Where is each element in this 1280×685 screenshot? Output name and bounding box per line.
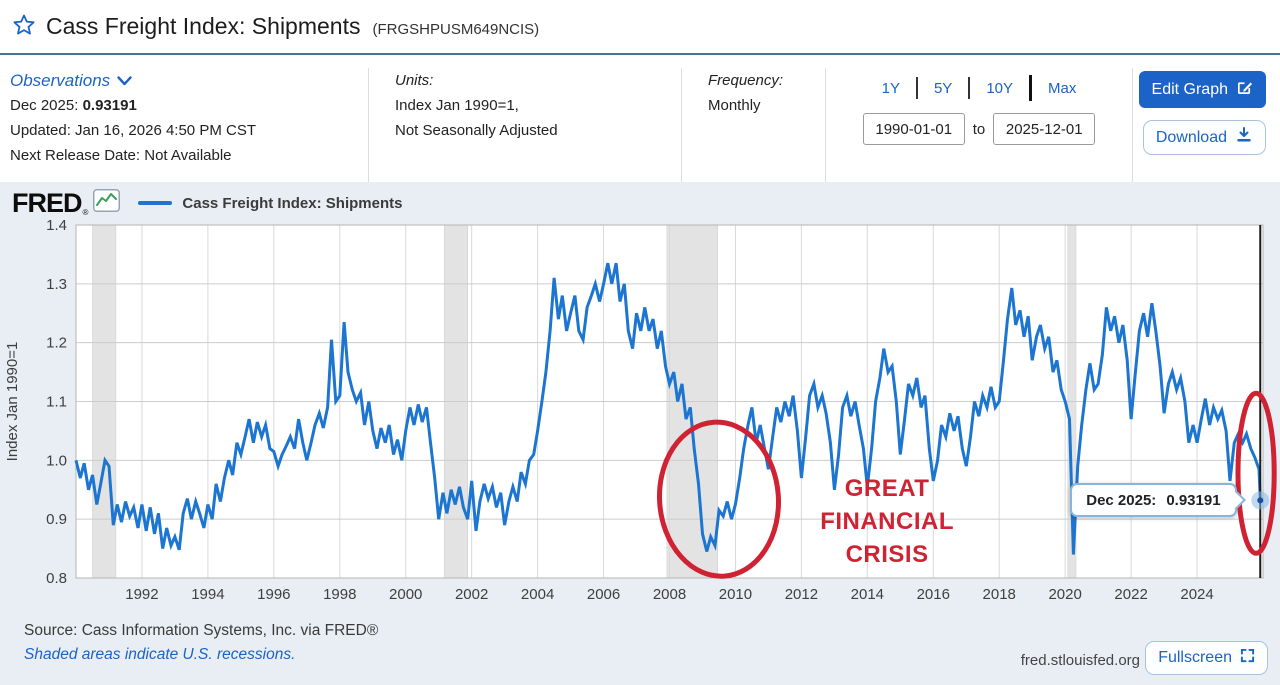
series-id: (FRGSHPUSM649NCIS) [372,20,540,38]
units-label: Units: [395,72,434,89]
download-button[interactable]: Download [1142,120,1266,155]
observations-dropdown[interactable]: Observations [10,68,368,93]
source-text: Source: Cass Information Systems, Inc. v… [24,622,379,639]
x-axis-tick-label: 1994 [191,586,224,603]
chevron-down-icon [117,68,132,93]
annotation-circle-latest-drop [1235,390,1277,556]
actions-section: Edit Graph Download [1132,68,1280,182]
updated-text: Updated: Jan 16, 2026 4:50 PM CST [10,122,256,139]
recession-note-link[interactable]: Shaded areas indicate U.S. recessions. [24,646,296,663]
frequency-value: Monthly [708,97,761,114]
y-axis-tick-label: 1.3 [46,276,67,293]
date-to-input[interactable] [993,113,1096,145]
x-axis-tick-label: 2018 [983,586,1016,603]
range-5y[interactable]: 5Y [933,79,953,97]
favorite-star-icon[interactable] [12,13,36,42]
y-axis-tick-label: 0.9 [46,511,67,528]
chart-area: FRED ® Cass Freight Index: Shipments 199… [0,182,1280,685]
x-axis-tick-label: 1996 [257,586,290,603]
range-links: 1Y 5Y 10Y Max [826,75,1132,101]
range-section: 1Y 5Y 10Y Max to [825,68,1132,182]
x-axis-tick-label: 2002 [455,586,488,603]
observations-label: Observations [10,71,111,90]
y-axis-tick-label: 0.8 [46,570,67,587]
date-from-input[interactable] [862,113,965,145]
fred-logo: FRED [12,188,82,218]
x-axis-tick-label: 2016 [917,586,950,603]
chart-legend: FRED ® Cass Freight Index: Shipments [12,189,402,217]
y-axis-tick-label: 1.2 [46,335,67,352]
x-axis-tick-label: 2000 [389,586,422,603]
x-axis-tick-label: 2008 [653,586,686,603]
annotation-text-gfc: FINANCIAL [820,508,954,535]
legend-line-swatch [138,201,173,205]
fullscreen-button[interactable]: Fullscreen [1145,641,1268,675]
range-10y[interactable]: 10Y [986,79,1014,97]
to-label: to [972,120,986,138]
legend-series-label: Cass Freight Index: Shipments [182,194,403,212]
info-bar: Observations Dec 2025: 0.93191 Updated: … [0,55,1280,182]
fred-chart-badge-icon [93,189,121,217]
y-axis-tick-label: 1.4 [46,217,67,234]
latest-observation-value: 0.93191 [82,97,137,114]
x-axis-tick-label: 2010 [719,586,752,603]
tooltip-date: Dec 2025: [1086,491,1157,509]
tooltip-value: 0.93191 [1166,491,1221,509]
x-axis-tick-label: 2022 [1114,586,1147,603]
next-release-text: Next Release Date: Not Available [10,147,232,164]
frequency-label: Frequency: [708,72,784,89]
edit-graph-button[interactable]: Edit Graph [1138,71,1266,108]
units-section: Units: Index Jan 1990=1, Not Seasonally … [368,68,681,182]
y-axis-tick-label: 1.0 [46,452,67,469]
series-line-shipments[interactable] [74,262,1262,555]
chart-footer: Source: Cass Information Systems, Inc. v… [0,615,1280,685]
page-title: Cass Freight Index: Shipments [46,13,361,39]
chart-tooltip: Dec 2025: 0.93191 [1070,483,1237,518]
edit-icon [1236,79,1253,100]
last-value-marker [1257,497,1264,504]
x-axis-tick-label: 2020 [1048,586,1081,603]
x-axis-tick-label: 1992 [125,586,158,603]
annotation-text-gfc: GREAT [845,475,930,502]
x-axis-tick-label: 2006 [587,586,620,603]
annotation-circle-gfc [657,419,782,579]
x-axis-tick-label: 1998 [323,586,356,603]
latest-observation: Dec 2025: 0.93191 [10,97,137,114]
units-line2: Not Seasonally Adjusted [395,122,558,139]
y-axis-tick-label: 1.1 [46,394,67,411]
y-axis-title: Index Jan 1990=1 [4,342,21,462]
units-line1: Index Jan 1990=1, [395,97,519,114]
download-icon [1235,127,1253,148]
annotation-text-gfc: CRISIS [846,541,929,568]
observations-section: Observations Dec 2025: 0.93191 Updated: … [0,68,368,182]
frequency-section: Frequency: Monthly [681,68,825,182]
x-axis-tick-label: 2004 [521,586,554,603]
fred-logo-registered-mark: ® [82,208,89,217]
fred-site-text: fred.stlouisfed.org [1020,652,1140,669]
freight-index-chart[interactable]: 1992 1994 1996 1998 2000 2002 2004 2006 2008 2010… [0,182,1280,615]
title-bar: Cass Freight Index: Shipments (FRGSHPUSM… [0,0,1280,55]
fullscreen-icon [1240,648,1255,668]
x-axis-tick-label: 2014 [851,586,884,603]
x-axis-tick-label: 2012 [785,586,818,603]
x-axis-tick-label: 2024 [1180,586,1213,603]
range-1y[interactable]: 1Y [881,79,900,97]
range-max[interactable]: Max [1048,79,1077,97]
